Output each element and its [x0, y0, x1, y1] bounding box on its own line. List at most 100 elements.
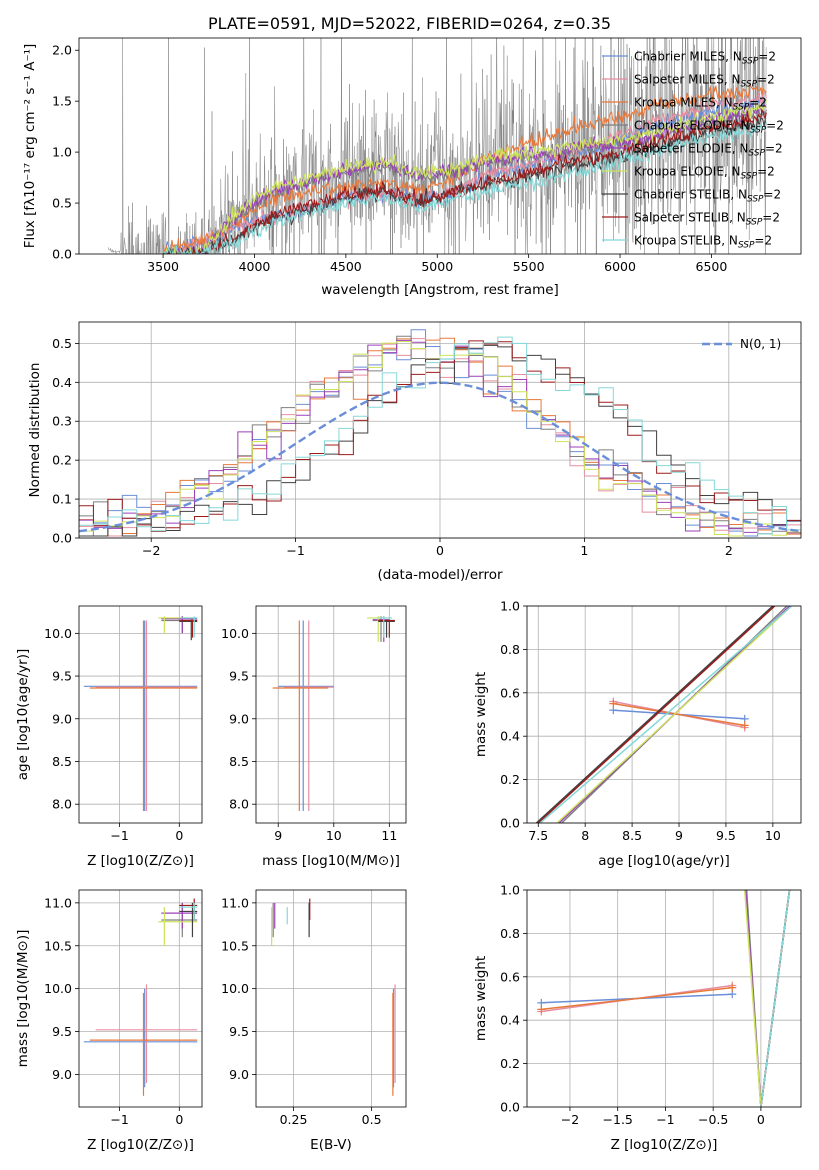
- legend-suffix: =2: [764, 188, 782, 202]
- model-line-salpeter_miles: [163, 90, 767, 254]
- y-tick-label: 1.0: [52, 145, 72, 160]
- x-tick-label: 9: [675, 828, 683, 843]
- y-tick-label: 0.5: [52, 336, 72, 351]
- axes-frame: [78, 889, 203, 1108]
- y-tick-label: 9.0: [229, 711, 249, 726]
- y-tick-label: 11.0: [221, 895, 249, 910]
- panel-age_vs_mass: 9 10 11 8.0 8.5 9.0 9.5 10.0 mass [log10(M/M⊙)]: [221, 605, 407, 869]
- y-tick-label: 0.0: [500, 816, 520, 831]
- legend-sub: SSP: [741, 172, 758, 182]
- x-axis-label: mass [log10(M/M⊙)]: [262, 853, 400, 869]
- y-tick-label: 9.5: [52, 669, 72, 684]
- x-tick-label: 2: [725, 543, 733, 558]
- y-axis-label: mass weight: [473, 956, 489, 1041]
- x-tick-label: 6500: [696, 259, 728, 274]
- x-tick-label: 0: [175, 828, 183, 843]
- y-tick-label: 0.6: [500, 969, 520, 984]
- x-axis-label: wavelength [Angstrom, rest frame]: [321, 282, 559, 298]
- model-line-kroupa_stelib: [162, 121, 767, 254]
- weight-marker-kroupa_miles: [740, 721, 749, 730]
- legend-suffix: =2: [762, 211, 780, 225]
- model-line-salpeter_stelib: [164, 109, 767, 254]
- y-tick-label: 10.0: [44, 626, 72, 641]
- x-tick-label: −2: [561, 1112, 579, 1127]
- y-axis-label: age [log10(age/yr)]: [15, 649, 31, 781]
- legend-sub: SSP: [741, 80, 758, 90]
- axes-frame: [526, 889, 802, 1108]
- y-tick-label: 0.4: [500, 729, 520, 744]
- weight-line-kroupa_miles: [613, 702, 745, 727]
- y-tick-label: 1.5: [52, 94, 72, 109]
- legend-label-salpeter_miles: Salpeter MILES, NSSP=2: [634, 73, 775, 90]
- weight-line-kroupa_elodie: [743, 890, 791, 1107]
- y-tick-label: 0.5: [52, 196, 72, 211]
- axes-frame: [78, 37, 802, 255]
- weight-line-salpeter_stelib: [537, 606, 776, 823]
- legend-text: Kroupa MILES, N: [634, 96, 733, 110]
- y-tick-label: 0.0: [52, 247, 72, 262]
- legend-text: Chabrier ELODIE, N: [634, 119, 750, 133]
- plot-area: [271, 898, 396, 1096]
- plot-area: [79, 329, 801, 538]
- plot-area: [537, 890, 791, 1107]
- y-tick-label: 2.0: [52, 43, 72, 58]
- hist-kroupa_stelib: [79, 336, 801, 538]
- y-axis-label: Flux [fλ10⁻¹⁷ erg cm⁻² s⁻¹ A⁻¹]: [22, 44, 38, 249]
- y-tick-label: 10.0: [221, 981, 249, 996]
- y-tick-label: 0.4: [500, 1013, 520, 1028]
- plot-area: [83, 898, 198, 1096]
- plot-area: [535, 606, 793, 823]
- legend-label-kroupa_elodie: Kroupa ELODIE, NSSP=2: [634, 165, 775, 182]
- model-line-kroupa_miles: [162, 83, 767, 254]
- legend-label-salpeter_stelib: Salpeter STELIB, NSSP=2: [634, 211, 780, 228]
- model-line-salpeter_elodie: [163, 103, 767, 254]
- legend-sub: SSP: [747, 195, 764, 205]
- y-tick-label: 1.0: [500, 883, 520, 898]
- legend-suffix: =2: [749, 96, 767, 110]
- weight-line-kroupa_miles: [541, 986, 733, 1011]
- hist-salpeter_stelib: [79, 340, 801, 538]
- x-axis-label: Z [log10(Z/Z⊙)]: [87, 1137, 194, 1153]
- legend-text: Chabrier MILES, N: [634, 50, 742, 64]
- legend-text: Kroupa ELODIE, N: [634, 165, 741, 179]
- x-tick-label: 8: [581, 828, 589, 843]
- model-line-kroupa_elodie: [162, 100, 767, 254]
- y-tick-label: 9.5: [229, 1024, 249, 1039]
- x-tick-label: −1: [110, 1112, 128, 1127]
- y-tick-label: 0.6: [500, 685, 520, 700]
- y-tick-label: 8.5: [52, 754, 72, 769]
- panel-weight_vs_age: 7.5 8 8.5 9 9.5 10 0.0 0.2 0.4 0.6 0.8 1.0 age [log1…: [473, 599, 802, 869]
- panel-weight_vs_Z: −2 −1.5 −1 −0.5 0 0.0 0.2 0.4 0.6 0.8 1.0 Z [log10(…: [473, 883, 802, 1153]
- x-tick-label: −1: [110, 828, 128, 843]
- legend-sub: SSP: [746, 218, 763, 228]
- x-tick-label: 8.5: [622, 828, 642, 843]
- x-tick-label: 5000: [421, 259, 453, 274]
- y-tick-label: 1.0: [500, 599, 520, 614]
- axes-frame: [255, 605, 407, 824]
- x-axis-label: Z [log10(Z/Z⊙)]: [611, 1137, 718, 1153]
- legend-sub: SSP: [742, 57, 759, 67]
- axes-frame: [78, 321, 802, 539]
- legend-suffix: =2: [754, 234, 772, 248]
- y-tick-label: 11.0: [44, 895, 72, 910]
- weight-line-chabrier_stelib: [535, 606, 774, 823]
- x-tick-label: −2: [142, 543, 160, 558]
- x-tick-label: 0.25: [280, 1112, 308, 1127]
- axes-frame: [78, 605, 203, 824]
- legend-text: Kroupa STELIB, N: [634, 234, 738, 248]
- x-axis-label: age [log10(age/yr)]: [598, 853, 730, 869]
- legend-text: Salpeter ELODIE, N: [634, 142, 748, 156]
- legend-sub: SSP: [750, 126, 767, 136]
- weight-marker-kroupa_miles: [728, 983, 737, 992]
- legend-suffix: =2: [758, 50, 776, 64]
- panel-mass_vs_ebv: 0.25 0.5 9.0 9.5 10.0 10.5 11.0 E(B-V): [221, 889, 407, 1153]
- y-tick-label: 0.2: [52, 453, 72, 468]
- y-tick-label: 0.8: [500, 926, 520, 941]
- x-tick-label: 5500: [513, 259, 545, 274]
- y-tick-label: 0.2: [500, 772, 520, 787]
- legend-sub: SSP: [738, 241, 755, 251]
- y-tick-label: 0.0: [52, 531, 72, 546]
- x-tick-label: 0: [175, 1112, 183, 1127]
- x-tick-label: 11: [381, 828, 397, 843]
